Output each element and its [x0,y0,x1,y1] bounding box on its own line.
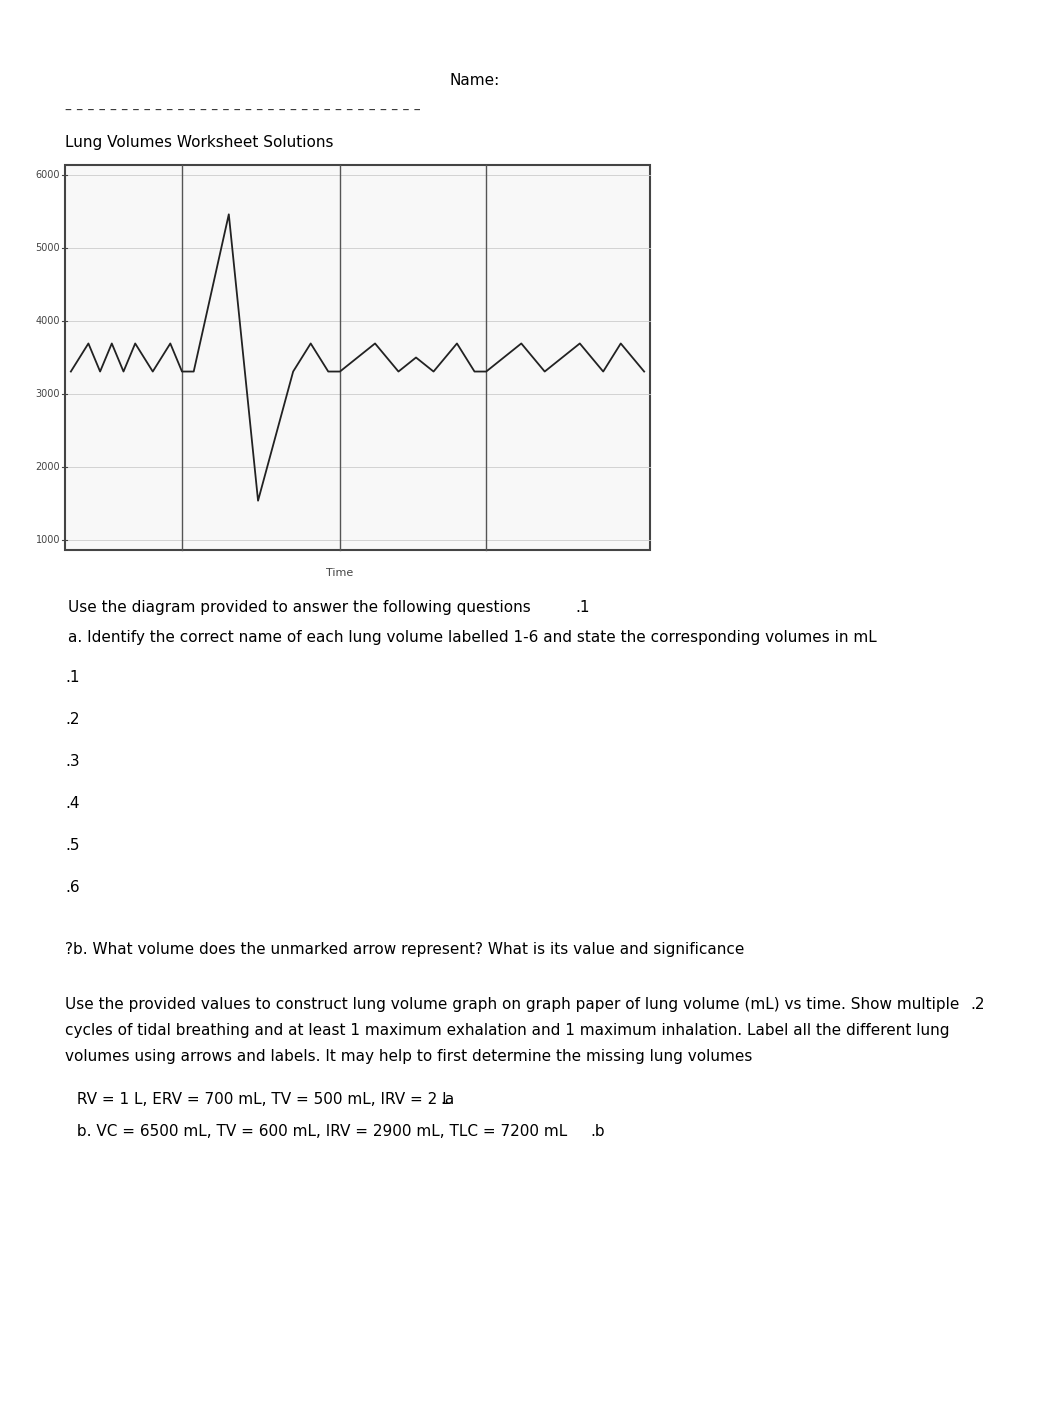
Text: 2000: 2000 [35,462,59,471]
Bar [65,165,650,550]
Text: Time: Time [326,568,354,578]
Text: b. VC = 6500 mL, TV = 600 mL, IRV = 2900 mL, TLC = 7200 mL: b. VC = 6500 mL, TV = 600 mL, IRV = 2900… [72,1125,567,1139]
Text: Lung Volumes Worksheet Solutions: Lung Volumes Worksheet Solutions [65,135,333,151]
Text: ?b. What volume does the unmarked arrow represent? What is its value and signifi: ?b. What volume does the unmarked arrow … [65,941,744,957]
Text: .b: .b [590,1125,604,1139]
Text: 4000: 4000 [35,317,59,327]
Text: .2: .2 [970,997,984,1012]
Text: 6000: 6000 [35,170,59,180]
Text: .2: .2 [65,711,80,727]
Text: .a: .a [440,1092,455,1108]
Text: 3000: 3000 [35,389,59,399]
Text: .1: .1 [575,601,589,615]
Text: RV = 1 L, ERV = 700 mL, TV = 500 mL, IRV = 2 L: RV = 1 L, ERV = 700 mL, TV = 500 mL, IRV… [72,1092,450,1108]
Text: 1000: 1000 [35,535,59,545]
Text: Use the provided values to construct lung volume graph on graph paper of lung vo: Use the provided values to construct lun… [65,997,959,1012]
Text: volumes using arrows and labels. It may help to first determine the missing lung: volumes using arrows and labels. It may … [65,1049,752,1064]
Text: .6: .6 [65,880,80,895]
Text: .5: .5 [65,838,80,853]
Text: .1: .1 [65,670,80,684]
Text: cycles of tidal breathing and at least 1 maximum exhalation and 1 maximum inhala: cycles of tidal breathing and at least 1… [65,1022,949,1038]
Text: a. Identify the correct name of each lung volume labelled 1-6 and state the corr: a. Identify the correct name of each lun… [68,630,877,645]
Text: Use the diagram provided to answer the following questions: Use the diagram provided to answer the f… [68,601,531,615]
Text: .3: .3 [65,754,80,770]
Text: – – – – – – – – – – – – – – – – – – – – – – – – – – – – – – – –: – – – – – – – – – – – – – – – – – – – – … [65,104,425,116]
Text: Name:: Name: [449,72,500,88]
Text: .4: .4 [65,797,80,811]
Text: 5000: 5000 [35,243,59,253]
